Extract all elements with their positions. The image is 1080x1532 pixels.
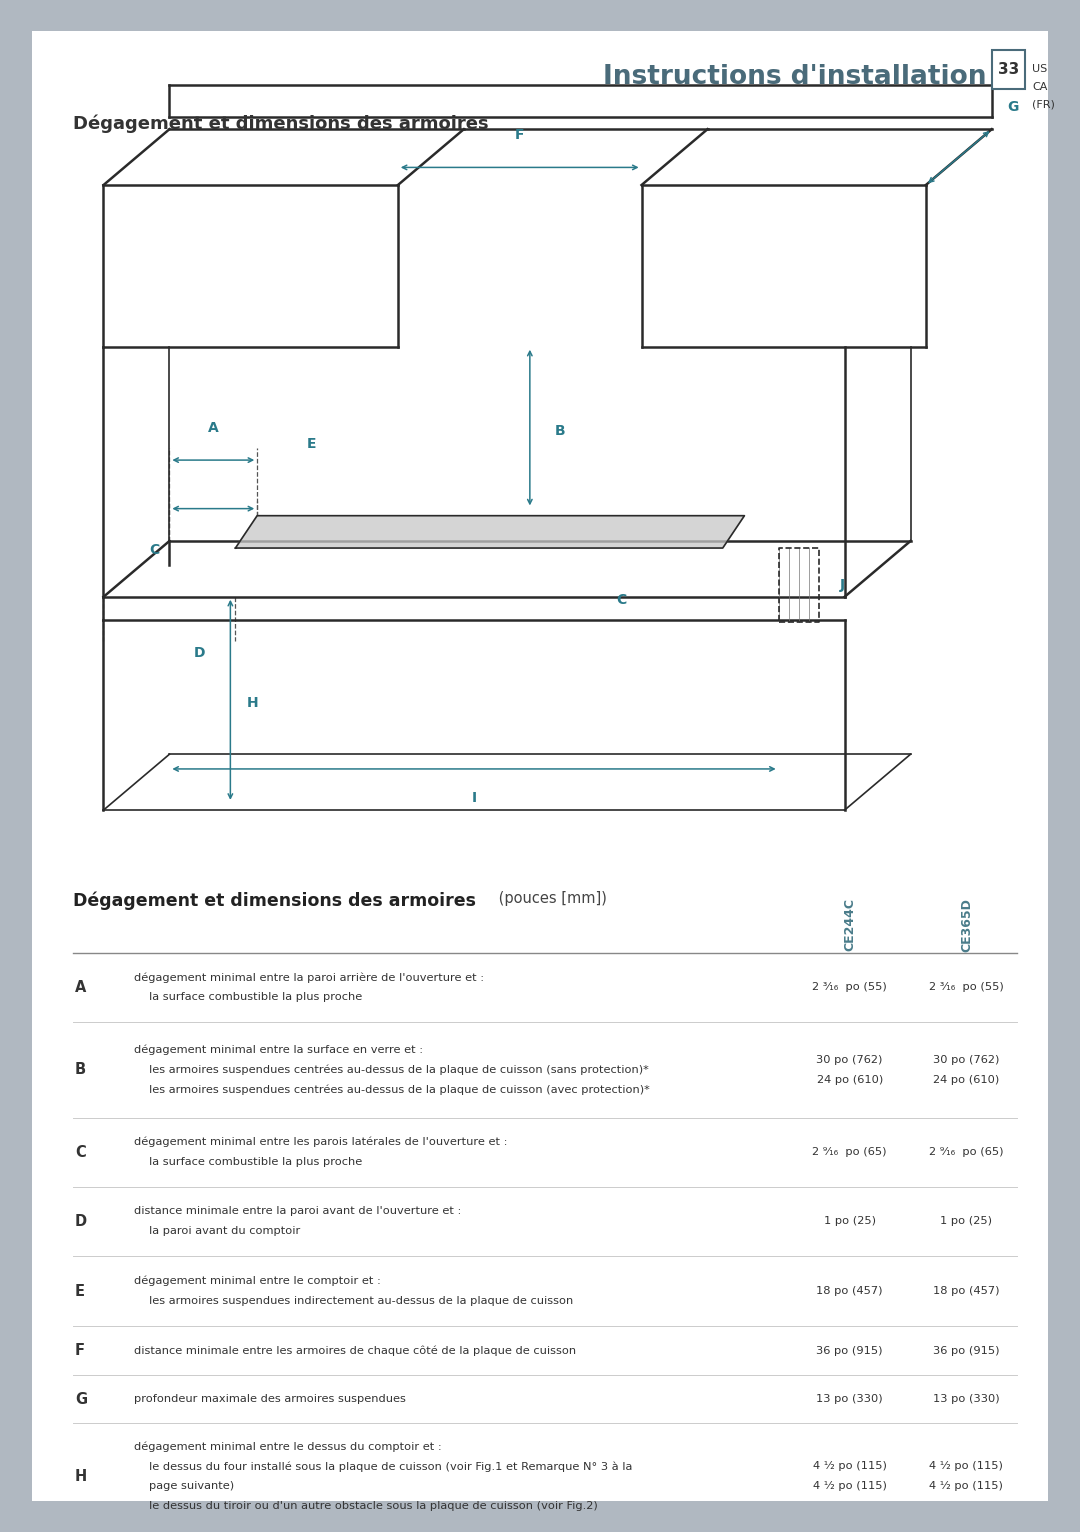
Text: les armoires suspendues centrées au-dessus de la plaque de cuisson (sans protect: les armoires suspendues centrées au-dess… — [149, 1065, 649, 1075]
Text: A: A — [75, 980, 86, 994]
Text: I: I — [472, 792, 476, 806]
Text: CE244C: CE244C — [843, 898, 856, 951]
Polygon shape — [235, 516, 744, 548]
Text: D: D — [75, 1213, 87, 1229]
Text: page suivante): page suivante) — [149, 1481, 234, 1491]
Text: A: A — [208, 421, 218, 435]
Text: B: B — [555, 424, 566, 438]
Text: Dégagement et dimensions des armoires: Dégagement et dimensions des armoires — [73, 115, 488, 133]
Text: 4 ¹⁄₂ po (115): 4 ¹⁄₂ po (115) — [812, 1462, 887, 1471]
Text: distance minimale entre les armoires de chaque côté de la plaque de cuisson: distance minimale entre les armoires de … — [134, 1345, 576, 1356]
Text: F: F — [515, 129, 525, 142]
Text: C: C — [149, 542, 160, 556]
Bar — [991, 49, 1025, 89]
Text: 4 ¹⁄₂ po (115): 4 ¹⁄₂ po (115) — [930, 1462, 1003, 1471]
Text: 13 po (330): 13 po (330) — [933, 1394, 1000, 1405]
Text: 36 po (915): 36 po (915) — [933, 1345, 1000, 1356]
Text: Instructions d'installation: Instructions d'installation — [604, 64, 987, 90]
Text: profondeur maximale des armoires suspendues: profondeur maximale des armoires suspend… — [134, 1394, 406, 1405]
Text: D: D — [194, 647, 205, 660]
Text: les armoires suspendues centrées au-dessus de la plaque de cuisson (avec protect: les armoires suspendues centrées au-dess… — [149, 1085, 650, 1095]
Text: (FR): (FR) — [1032, 100, 1055, 110]
Text: B: B — [75, 1062, 86, 1077]
Text: les armoires suspendues indirectement au-dessus de la plaque de cuisson: les armoires suspendues indirectement au… — [149, 1296, 573, 1305]
Text: 24 po (610): 24 po (610) — [816, 1074, 882, 1085]
Text: le dessus du tiroir ou d'un autre obstacle sous la plaque de cuisson (voir Fig.2: le dessus du tiroir ou d'un autre obstac… — [149, 1501, 598, 1511]
Text: dégagement minimal entre la surface en verre et :: dégagement minimal entre la surface en v… — [134, 1045, 423, 1056]
Text: 1 po (25): 1 po (25) — [824, 1216, 876, 1226]
Text: 30 po (762): 30 po (762) — [816, 1054, 882, 1065]
Text: dégagement minimal entre le comptoir et :: dégagement minimal entre le comptoir et … — [134, 1276, 381, 1287]
Text: 2 ⁹⁄₁₆  po (65): 2 ⁹⁄₁₆ po (65) — [812, 1147, 887, 1157]
Text: H: H — [247, 697, 258, 711]
Text: 4 ¹⁄₂ po (115): 4 ¹⁄₂ po (115) — [930, 1481, 1003, 1491]
Text: 2 ⁹⁄₁₆  po (65): 2 ⁹⁄₁₆ po (65) — [929, 1147, 1003, 1157]
Text: 2 ³⁄₁₆  po (55): 2 ³⁄₁₆ po (55) — [929, 982, 1003, 993]
Text: 1 po (25): 1 po (25) — [941, 1216, 993, 1226]
Text: la paroi avant du comptoir: la paroi avant du comptoir — [149, 1226, 300, 1236]
Text: CE365D: CE365D — [960, 898, 973, 953]
Text: dégagement minimal entre la paroi arrière de l'ouverture et :: dégagement minimal entre la paroi arrièr… — [134, 973, 484, 982]
Text: la surface combustible la plus proche: la surface combustible la plus proche — [149, 1157, 363, 1167]
Text: 36 po (915): 36 po (915) — [816, 1345, 882, 1356]
Text: G: G — [75, 1391, 87, 1406]
Text: Dégagement et dimensions des armoires: Dégagement et dimensions des armoires — [73, 892, 476, 910]
Text: 4 ¹⁄₂ po (115): 4 ¹⁄₂ po (115) — [812, 1481, 887, 1491]
Text: (pouces [mm]): (pouces [mm]) — [495, 892, 607, 905]
Text: F: F — [75, 1344, 85, 1357]
Text: 18 po (457): 18 po (457) — [816, 1285, 882, 1296]
Text: E: E — [75, 1284, 85, 1299]
Text: US: US — [1032, 64, 1048, 75]
Text: la surface combustible la plus proche: la surface combustible la plus proche — [149, 993, 363, 1002]
Text: 2 ³⁄₁₆  po (55): 2 ³⁄₁₆ po (55) — [812, 982, 887, 993]
Text: 33: 33 — [998, 63, 1020, 77]
Text: J: J — [839, 578, 845, 591]
Text: dégagement minimal entre le dessus du comptoir et :: dégagement minimal entre le dessus du co… — [134, 1442, 442, 1452]
Text: C: C — [616, 593, 626, 607]
Text: distance minimale entre la paroi avant de l'ouverture et :: distance minimale entre la paroi avant d… — [134, 1206, 461, 1216]
Text: 30 po (762): 30 po (762) — [933, 1054, 1000, 1065]
Text: 13 po (330): 13 po (330) — [816, 1394, 883, 1405]
Text: 24 po (610): 24 po (610) — [933, 1074, 999, 1085]
Text: G: G — [1007, 101, 1018, 115]
Text: E: E — [307, 437, 316, 450]
Text: H: H — [75, 1469, 87, 1485]
Text: le dessus du four installé sous la plaque de cuisson (voir Fig.1 et Remarque N° : le dessus du four installé sous la plaqu… — [149, 1462, 633, 1472]
Text: dégagement minimal entre les parois latérales de l'ouverture et :: dégagement minimal entre les parois laté… — [134, 1137, 508, 1147]
Text: CA: CA — [1032, 83, 1048, 92]
Text: 18 po (457): 18 po (457) — [933, 1285, 1000, 1296]
Text: C: C — [75, 1144, 85, 1160]
